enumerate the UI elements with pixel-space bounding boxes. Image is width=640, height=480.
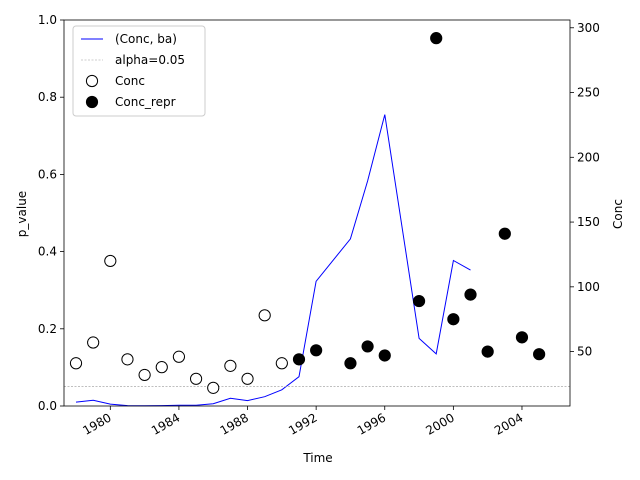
- y-right-tick-label-3: 200: [577, 150, 600, 164]
- y-axis-label-right: Conc: [611, 199, 625, 229]
- series-3-point-8: [464, 288, 477, 301]
- plot-frame: [63, 19, 571, 407]
- series-3-point-10: [498, 227, 511, 240]
- legend-swatch-2: [85, 74, 99, 88]
- x-tick-label-6: 2004: [492, 410, 525, 437]
- x-tick-label-0: 1980: [80, 410, 113, 437]
- series-3-point-9: [481, 345, 494, 358]
- y-left-tick-label-1: 0.2: [38, 322, 57, 336]
- series-3-point-2: [344, 357, 357, 370]
- series-2-point-8: [207, 381, 220, 394]
- series-2-point-12: [275, 357, 288, 370]
- y-axis-label-left: p_value: [15, 191, 29, 237]
- y-right-tick-label-0: 50: [577, 345, 592, 359]
- series-2-point-6: [172, 350, 186, 363]
- legend-label-0: (Conc, ba): [115, 32, 177, 46]
- y-right-tick-label-1: 100: [577, 280, 600, 294]
- y-left-tick-label-4: 0.8: [38, 90, 57, 104]
- series-2-point-3: [121, 353, 134, 366]
- axes: 1980 1984 1988 1992 1996 2000 2004 0.0 0.2 0.4 0.6…: [38, 13, 600, 438]
- y-left-tick-label-2: 0.4: [38, 245, 57, 259]
- series-3-point-12: [533, 348, 546, 361]
- x-tick-label-4: 1996: [355, 410, 388, 437]
- series-0-line: [75, 114, 471, 407]
- x-tick-label-1: 1984: [149, 410, 182, 437]
- series-3-point-5: [412, 294, 426, 308]
- y-right-tick-label-2: 150: [577, 215, 600, 229]
- series-2-point-11: [258, 309, 271, 322]
- series-2-point-9: [224, 359, 237, 372]
- series-2-point-1: [87, 336, 100, 349]
- series-2-point-5: [155, 361, 168, 374]
- series-3-point-6: [430, 32, 443, 45]
- series-3-point-4: [378, 349, 391, 362]
- legend-box: [72, 25, 206, 117]
- y-left-tick-label-0: 0.0: [38, 399, 57, 413]
- x-tick-label-3: 1992: [286, 410, 319, 437]
- series-2-point-7: [189, 372, 203, 385]
- x-tick-label-2: 1988: [218, 410, 251, 437]
- series-2-point-4: [138, 368, 151, 382]
- series-2-point-0: [69, 357, 83, 370]
- legend-label-3: Conc_repr: [115, 95, 176, 109]
- y-right-tick-label-4: 250: [577, 86, 600, 100]
- legend: (Conc, ba) alpha=0.05 Conc Conc_repr: [72, 25, 206, 117]
- series-3-point-11: [515, 331, 529, 344]
- y-left-tick-label-5: 1.0: [38, 13, 57, 27]
- y-left-tick-label-3: 0.6: [38, 167, 57, 181]
- series-3-point-1: [310, 344, 323, 357]
- series-3-point-3: [361, 340, 374, 353]
- series-3-point-0: [292, 353, 306, 366]
- x-axis-label: Time: [302, 451, 332, 465]
- series-3-point-7: [447, 313, 460, 326]
- y-right-tick-label-5: 300: [577, 21, 600, 35]
- legend-label-2: Conc: [115, 74, 145, 88]
- series-2-point-2: [104, 254, 117, 268]
- series-2-point-10: [241, 372, 254, 385]
- x-tick-label-5: 2000: [423, 410, 456, 437]
- legend-label-1: alpha=0.05: [115, 53, 185, 67]
- legend-swatch-3: [85, 95, 99, 109]
- plot-area: [64, 32, 570, 407]
